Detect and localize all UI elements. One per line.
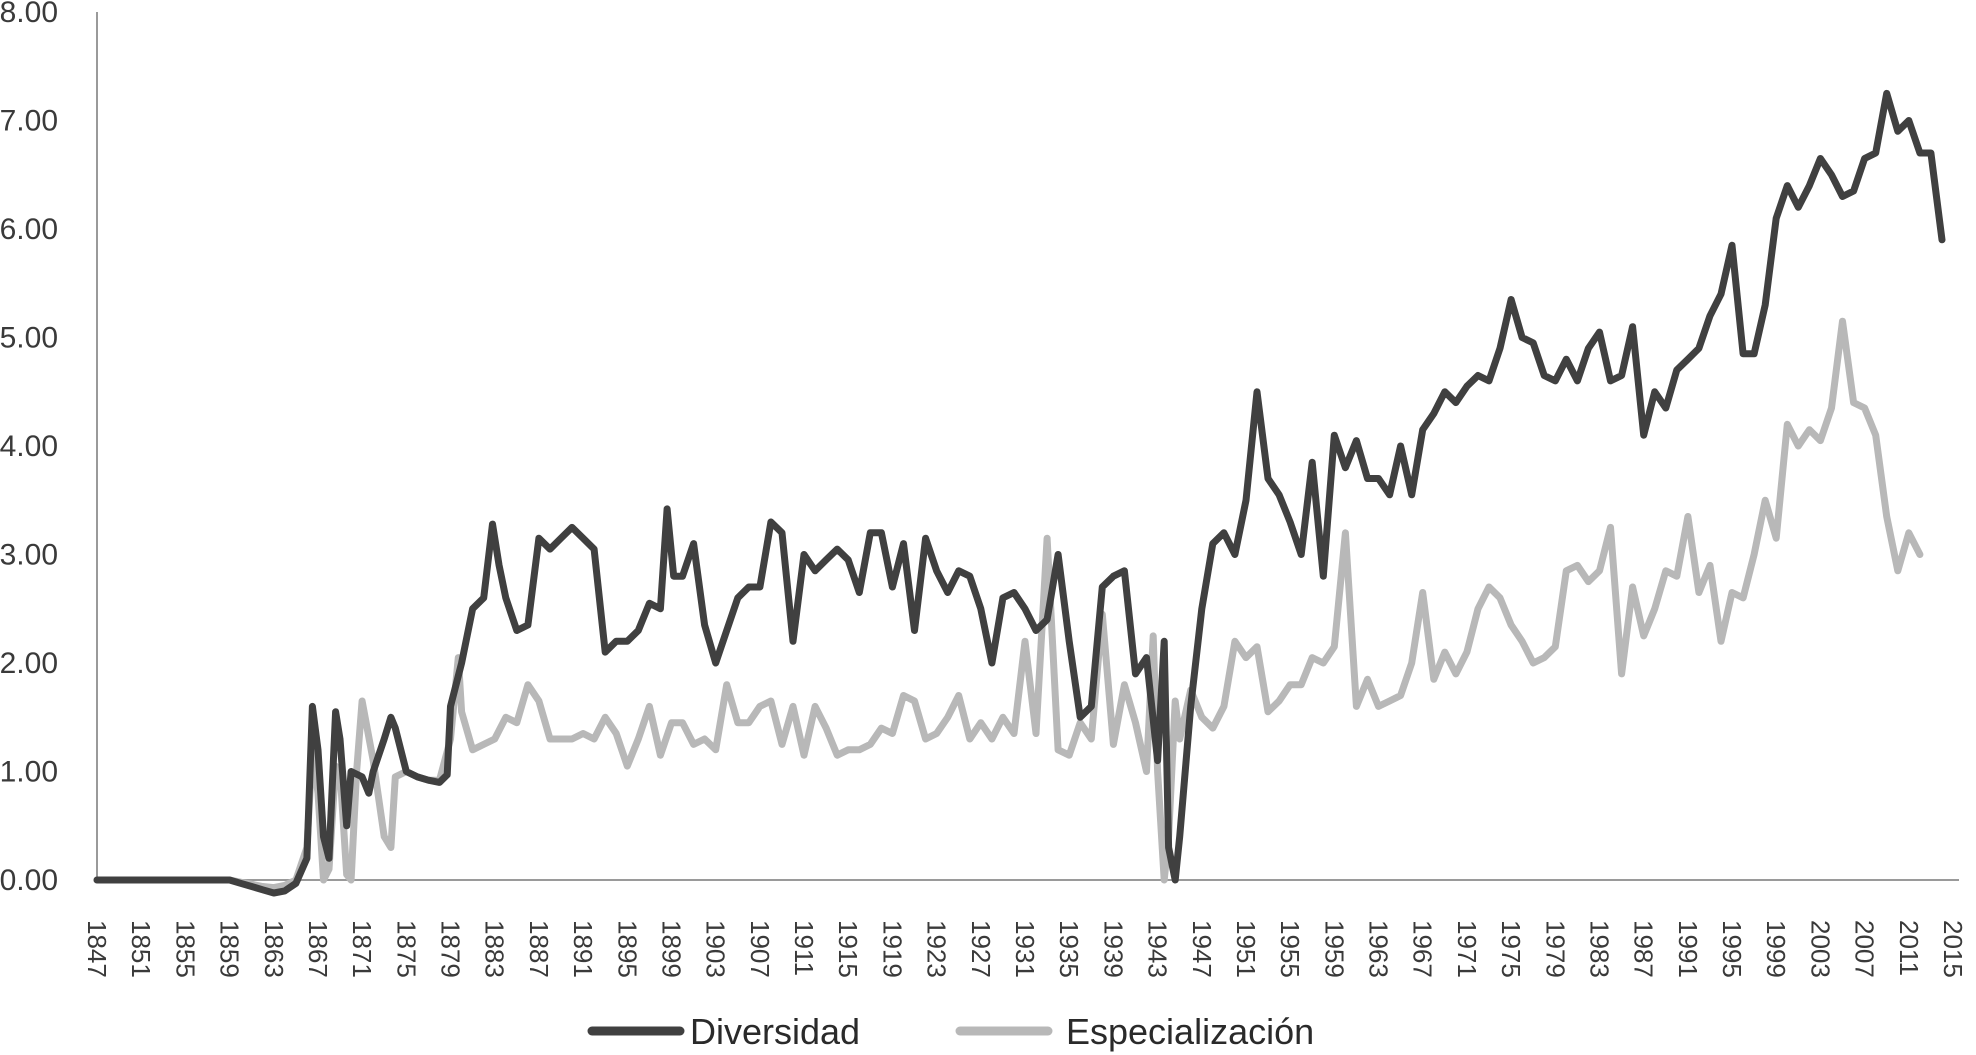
x-tick-label: 2007 xyxy=(1850,920,1880,978)
x-tick-label: 1891 xyxy=(568,920,598,978)
x-tick-label: 1851 xyxy=(126,920,156,978)
x-tick-labels: 1847 1851 1855 1859 1863 1867 1871 1875 1879 1883… xyxy=(82,920,1968,978)
series-line-diversidad xyxy=(93,89,1946,897)
x-tick-label: 1847 xyxy=(82,920,112,978)
y-tick-label: 2.00 xyxy=(0,647,58,680)
x-tick-label: 1931 xyxy=(1010,920,1040,978)
x-tick-label: 1859 xyxy=(215,920,245,978)
y-tick-label: 5.00 xyxy=(0,322,58,355)
x-tick-label: 1899 xyxy=(656,920,686,978)
x-tick-label: 2015 xyxy=(1938,920,1968,978)
x-tick-label: 1903 xyxy=(701,920,731,978)
x-tick-label: 1883 xyxy=(480,920,510,978)
x-tick-label: 1907 xyxy=(745,920,775,978)
y-tick-label: 0.00 xyxy=(0,864,58,897)
y-tick-label: 1.00 xyxy=(0,756,58,789)
x-tick-label: 1995 xyxy=(1717,920,1747,978)
x-tick-label: 1923 xyxy=(922,920,952,978)
y-tick-label: 7.00 xyxy=(0,105,58,138)
legend-label: Diversidad xyxy=(690,1011,860,1052)
x-tick-label: 1867 xyxy=(303,920,333,978)
x-tick-label: 1863 xyxy=(259,920,289,978)
y-tick-label: 6.00 xyxy=(0,213,58,246)
x-tick-label: 1895 xyxy=(612,920,642,978)
legend-label: Especialización xyxy=(1066,1011,1314,1052)
x-tick-label: 1939 xyxy=(1098,920,1128,978)
x-tick-label: 1955 xyxy=(1275,920,1305,978)
x-tick-label: 1911 xyxy=(789,920,819,976)
x-tick-label: 2011 xyxy=(1894,920,1924,976)
x-tick-label: 1879 xyxy=(436,920,466,978)
x-tick-label: 1999 xyxy=(1761,920,1791,978)
x-tick-label: 1979 xyxy=(1540,920,1570,978)
x-tick-label: 1951 xyxy=(1231,920,1261,978)
x-tick-label: 1943 xyxy=(1143,920,1173,978)
x-tick-label: 1855 xyxy=(170,920,200,978)
y-tick-labels: 0.00 1.00 2.00 3.00 4.00 5.00 6.00 7.00 8.00 xyxy=(0,0,58,897)
x-tick-label: 1971 xyxy=(1452,920,1482,978)
x-tick-label: 1959 xyxy=(1319,920,1349,978)
x-tick-label: 1963 xyxy=(1364,920,1394,978)
x-tick-label: 1967 xyxy=(1408,920,1438,978)
x-tick-label: 1919 xyxy=(877,920,907,978)
x-tick-label: 1983 xyxy=(1584,920,1614,978)
x-tick-label: 2003 xyxy=(1805,920,1835,978)
x-tick-label: 1875 xyxy=(391,920,421,978)
x-tick-label: 1987 xyxy=(1629,920,1659,978)
x-tick-label: 1935 xyxy=(1054,920,1084,978)
x-tick-label: 1991 xyxy=(1673,920,1703,978)
x-tick-label: 1975 xyxy=(1496,920,1526,978)
x-tick-label: 1947 xyxy=(1187,920,1217,978)
series-line-especializacion xyxy=(93,317,1924,892)
y-tick-label: 8.00 xyxy=(0,0,58,29)
x-tick-label: 1927 xyxy=(966,920,996,978)
series-lines xyxy=(93,89,1946,897)
x-tick-label: 1887 xyxy=(524,920,554,978)
y-tick-label: 4.00 xyxy=(0,430,58,463)
y-tick-label: 3.00 xyxy=(0,539,58,572)
legend: Diversidad Especialización xyxy=(587,1011,1314,1052)
x-tick-label: 1871 xyxy=(347,920,377,978)
x-tick-label: 1915 xyxy=(833,920,863,978)
